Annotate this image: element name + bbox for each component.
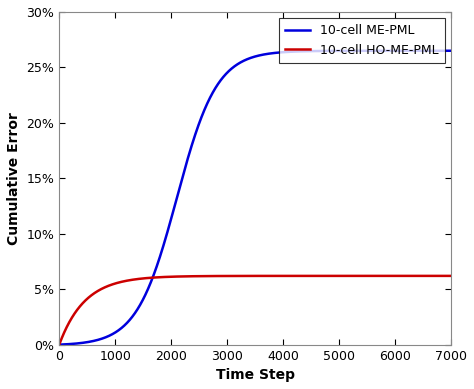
Y-axis label: Cumulative Error: Cumulative Error (7, 112, 21, 245)
10-cell ME-PML (56, 342, 62, 347)
10-cell HO-ME-PML (207, 274, 212, 279)
10-cell HO-ME-PML (124, 278, 130, 283)
10-cell ME-PML (448, 48, 454, 53)
10-cell ME-PML (224, 71, 229, 76)
10-cell ME-PML (398, 48, 404, 53)
10-cell ME-PML (101, 336, 107, 340)
10-cell HO-ME-PML (448, 273, 454, 278)
10-cell HO-ME-PML (56, 342, 62, 347)
10-cell ME-PML (440, 48, 446, 53)
10-cell HO-ME-PML (224, 273, 229, 278)
Line: 10-cell HO-ME-PML: 10-cell HO-ME-PML (59, 276, 451, 345)
10-cell HO-ME-PML (440, 273, 446, 278)
10-cell ME-PML (207, 96, 212, 101)
10-cell HO-ME-PML (101, 286, 107, 290)
10-cell HO-ME-PML (398, 273, 404, 278)
Legend: 10-cell ME-PML, 10-cell HO-ME-PML: 10-cell ME-PML, 10-cell HO-ME-PML (279, 18, 445, 63)
Line: 10-cell ME-PML: 10-cell ME-PML (59, 51, 451, 345)
10-cell ME-PML (124, 321, 130, 325)
X-axis label: Time Step: Time Step (216, 368, 295, 382)
